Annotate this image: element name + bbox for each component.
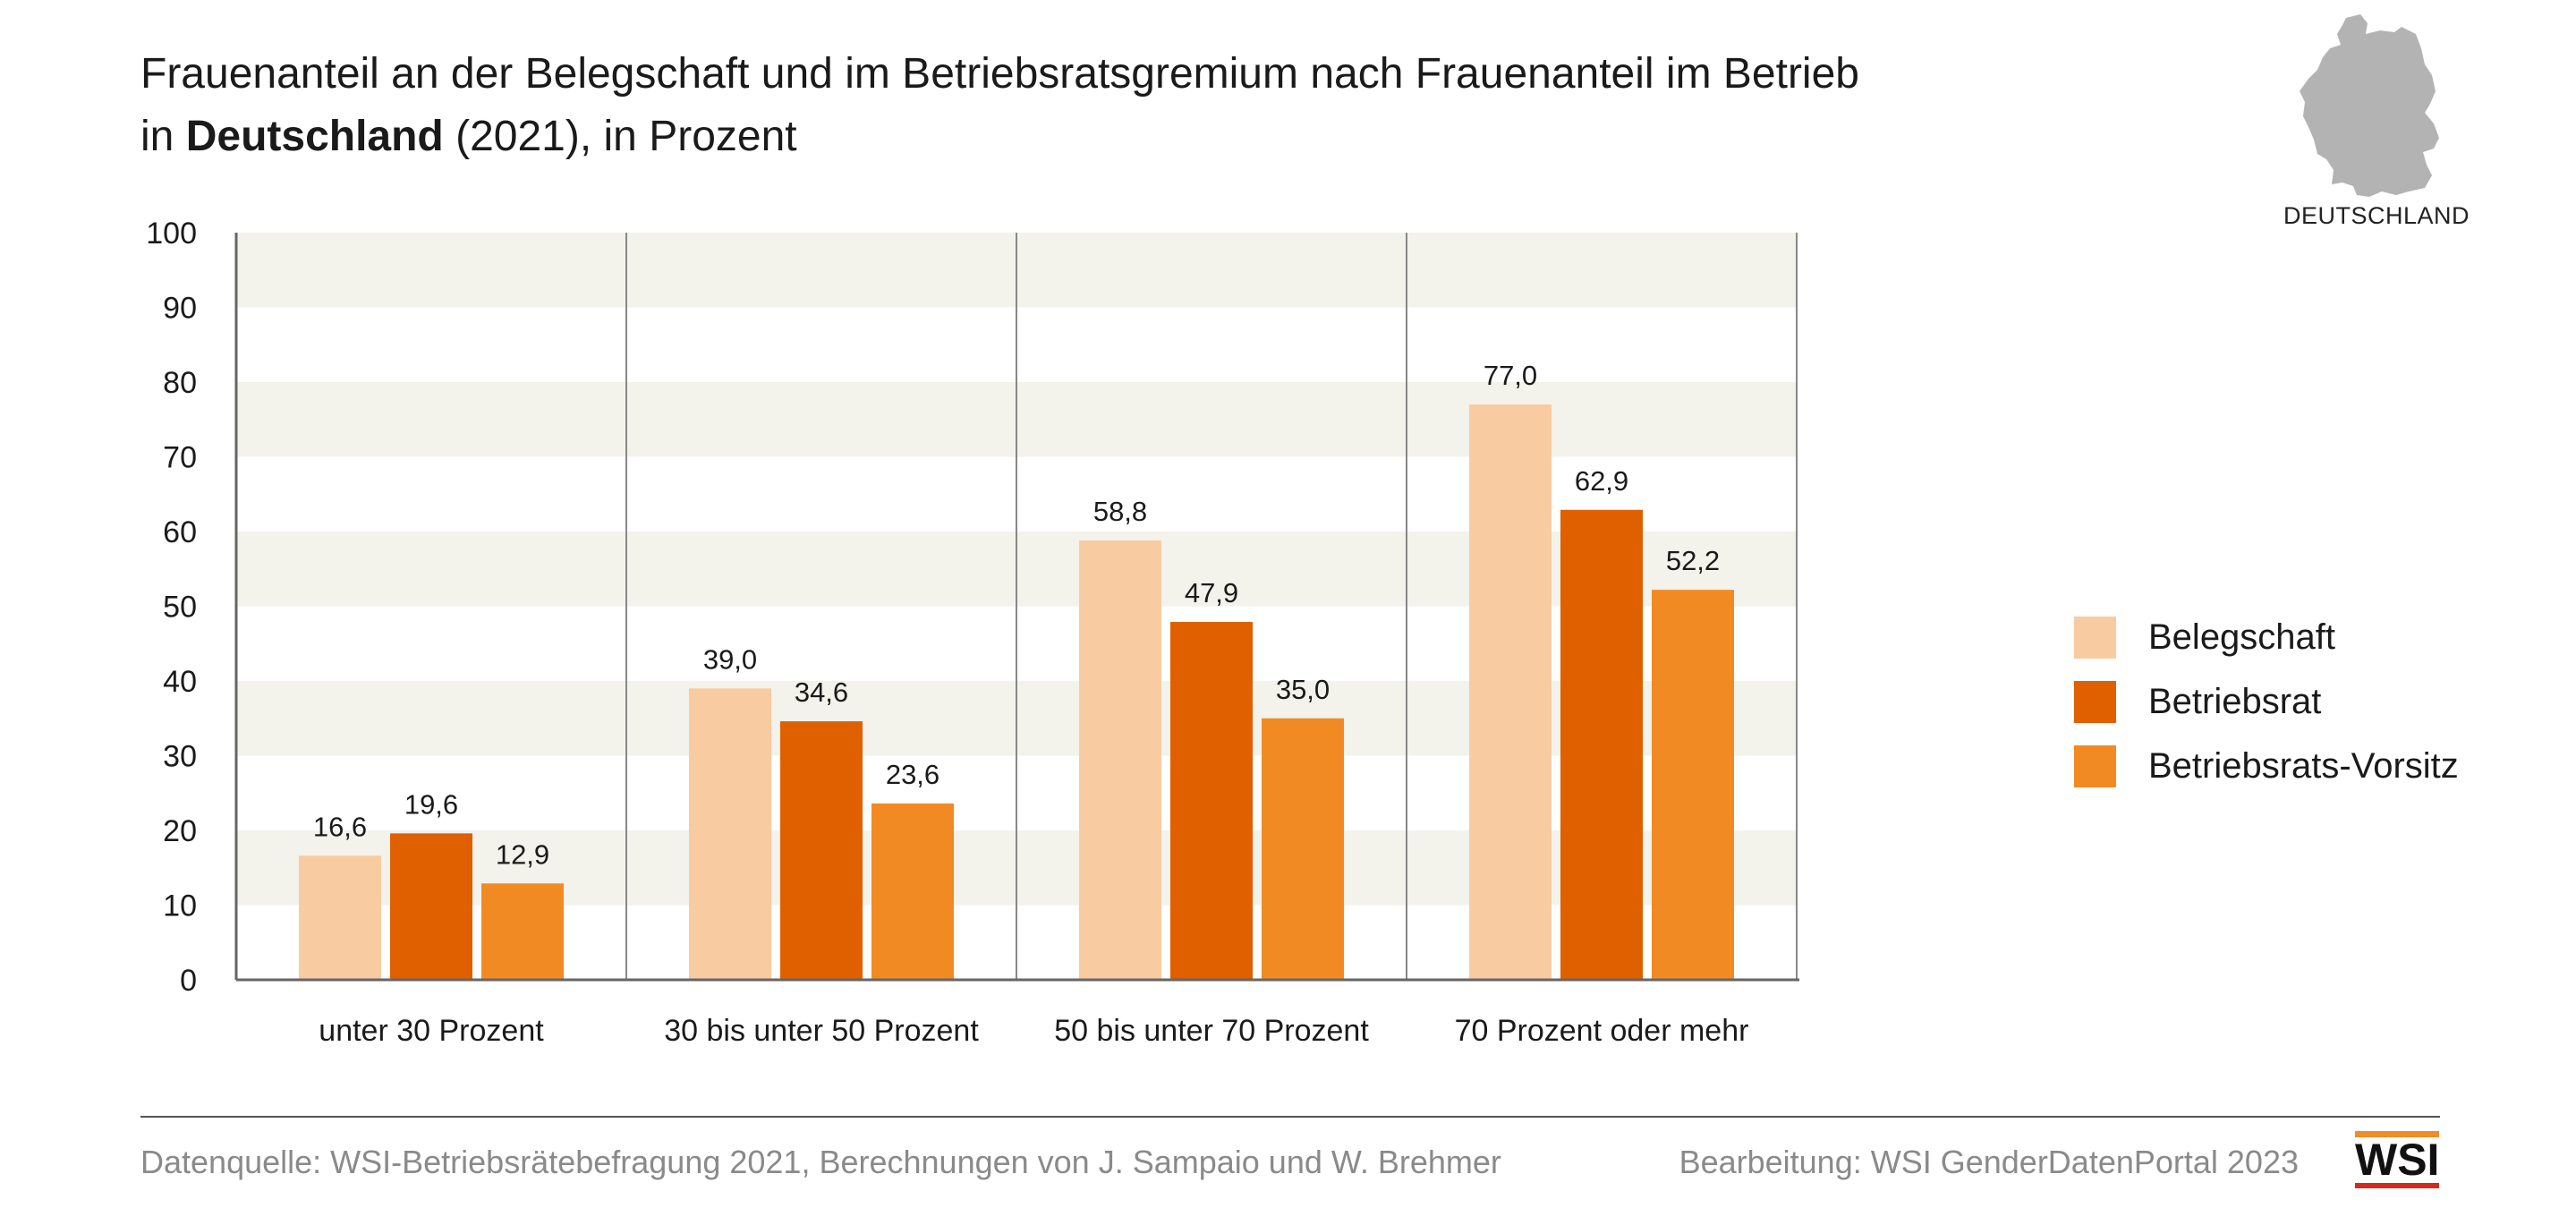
wsi-logo-top-bar xyxy=(2355,1131,2439,1137)
legend-swatch-betriebsrat xyxy=(2074,680,2116,723)
y-tick-label: 0 xyxy=(180,964,197,998)
x-category-label: 70 Prozent oder mehr xyxy=(1455,1014,1749,1048)
y-tick-label: 70 xyxy=(163,441,197,475)
title-line-2: in Deutschland (2021), in Prozent xyxy=(140,113,797,160)
map-caption: DEUTSCHLAND xyxy=(2283,202,2470,229)
footer-edit: Bearbeitung: WSI GenderDatenPortal 2023 xyxy=(1679,1144,2299,1180)
legend-item-belegschaft: Belegschaft xyxy=(2074,605,2459,669)
y-tick-label: 50 xyxy=(163,591,197,625)
bar xyxy=(481,883,564,980)
footer-source: Datenquelle: WSI-Betriebsrätebefragung 2… xyxy=(140,1144,1501,1180)
germany-map-shape xyxy=(2300,14,2439,197)
bar xyxy=(1262,718,1344,980)
bar xyxy=(689,688,771,980)
data-label: 23,6 xyxy=(886,759,939,790)
bar xyxy=(299,855,381,980)
y-tick-label: 80 xyxy=(163,366,197,400)
data-label: 62,9 xyxy=(1575,465,1628,497)
legend-label-betriebsrats-vorsitz: Betriebsrats-Vorsitz xyxy=(2148,745,2459,786)
x-category-label: 50 bis unter 70 Prozent xyxy=(1054,1014,1369,1048)
x-category-label: 30 bis unter 50 Prozent xyxy=(664,1014,979,1048)
y-tick-label: 20 xyxy=(163,814,197,848)
y-tick-label: 10 xyxy=(163,889,197,923)
legend-item-betriebsrat: Betriebsrat xyxy=(2074,669,2459,734)
legend-swatch-betriebsrats-vorsitz xyxy=(2074,744,2116,787)
legend: Belegschaft Betriebsrat Betriebsrats-Vor… xyxy=(2074,605,2459,798)
data-label: 16,6 xyxy=(313,811,367,842)
bar xyxy=(780,721,863,980)
y-tick-label: 40 xyxy=(163,665,197,699)
y-tick-label: 30 xyxy=(163,740,197,774)
chart-title: Frauenanteil an der Belegschaft und im B… xyxy=(140,43,1859,168)
title-country: Deutschland xyxy=(185,113,444,160)
x-category-label: unter 30 Prozent xyxy=(319,1014,544,1048)
y-tick-label: 100 xyxy=(146,217,197,251)
data-label: 12,9 xyxy=(496,838,549,870)
legend-label-belegschaft: Belegschaft xyxy=(2148,617,2336,657)
bar xyxy=(1560,509,1643,980)
wsi-logo: WSI xyxy=(2355,1131,2439,1188)
data-label: 77,0 xyxy=(1484,360,1537,391)
bar xyxy=(1079,540,1161,980)
bar-chart: 0 10 20 30 40 50 60 70 80 90 100 16,6 19,6 12,9 unter … xyxy=(146,217,1799,1048)
bar xyxy=(1469,404,1552,980)
wsi-logo-text: WSI xyxy=(2355,1135,2440,1185)
legend-item-betriebsrats-vorsitz: Betriebsrats-Vorsitz xyxy=(2074,734,2459,798)
legend-swatch-belegschaft xyxy=(2074,616,2116,659)
data-label: 19,6 xyxy=(404,788,458,820)
data-label: 47,9 xyxy=(1185,577,1238,608)
title-line-1: Frauenanteil an der Belegschaft und im B… xyxy=(140,50,1859,98)
germany-map-icon xyxy=(2300,14,2439,197)
bar xyxy=(1652,590,1734,980)
data-label: 39,0 xyxy=(703,643,757,675)
bar xyxy=(1170,622,1253,980)
bar xyxy=(871,803,954,980)
bar xyxy=(390,833,472,980)
y-tick-label: 60 xyxy=(163,515,197,549)
wsi-logo-bottom-bar xyxy=(2355,1183,2439,1188)
data-label: 35,0 xyxy=(1276,674,1330,705)
footer-divider xyxy=(140,1116,2440,1118)
data-label: 52,2 xyxy=(1666,545,1720,576)
y-tick-label: 90 xyxy=(163,292,197,326)
data-label: 58,8 xyxy=(1093,496,1147,527)
legend-label-betriebsrat: Betriebsrat xyxy=(2148,681,2322,721)
data-label: 34,6 xyxy=(795,676,848,708)
